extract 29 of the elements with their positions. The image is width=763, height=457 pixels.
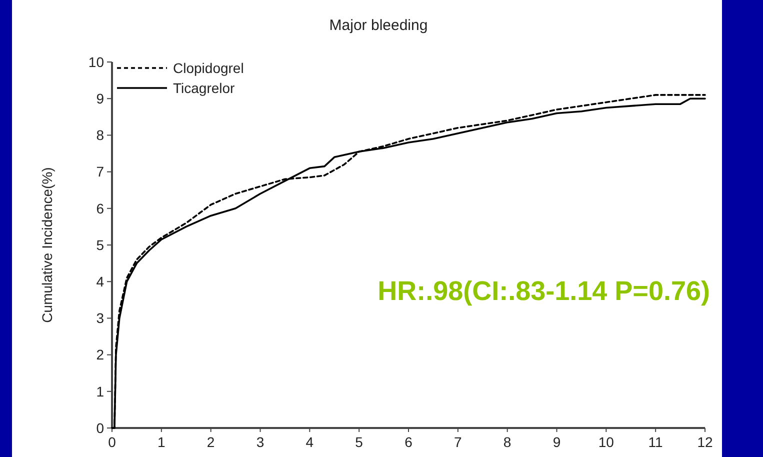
legend-label: Clopidogrel [173, 60, 244, 76]
x-tick-label: 0 [108, 434, 116, 450]
chart-title: Major bleeding [329, 17, 428, 34]
y-tick-label: 6 [96, 200, 104, 216]
x-tick-label: 7 [454, 434, 462, 450]
x-tick-label: 9 [552, 434, 561, 450]
x-tick-label: 8 [503, 434, 512, 450]
y-tick-label: 4 [96, 274, 104, 290]
y-tick-label: 1 [96, 383, 104, 400]
y-tick-label: 2 [96, 346, 104, 363]
y-tick-label: 10 [88, 54, 104, 70]
x-tick-label: 3 [256, 434, 264, 450]
x-tick-label: 1 [158, 434, 166, 450]
legend-label: Ticagrelor [173, 80, 236, 96]
y-axis-title: Cumulative Incidence(%) [39, 167, 55, 323]
y-tick-label: 7 [96, 164, 104, 180]
annotation: HR:.98(CI:.83-1.14 P=0.76) [378, 276, 710, 306]
x-tick-label: 2 [206, 434, 215, 450]
y-tick-label: 8 [96, 127, 104, 144]
y-tick-label: 5 [96, 236, 104, 253]
x-tick-label: 6 [404, 434, 413, 450]
x-tick-label: 5 [355, 434, 364, 450]
y-tick-label: 9 [96, 90, 104, 106]
x-tick-label: 4 [306, 434, 314, 450]
y-tick-label: 3 [96, 310, 104, 326]
y-tick-label: 0 [96, 420, 104, 436]
x-tick-label: 11 [648, 434, 664, 450]
x-tick-label: 12 [697, 434, 713, 450]
x-tick-label: 10 [598, 434, 614, 450]
